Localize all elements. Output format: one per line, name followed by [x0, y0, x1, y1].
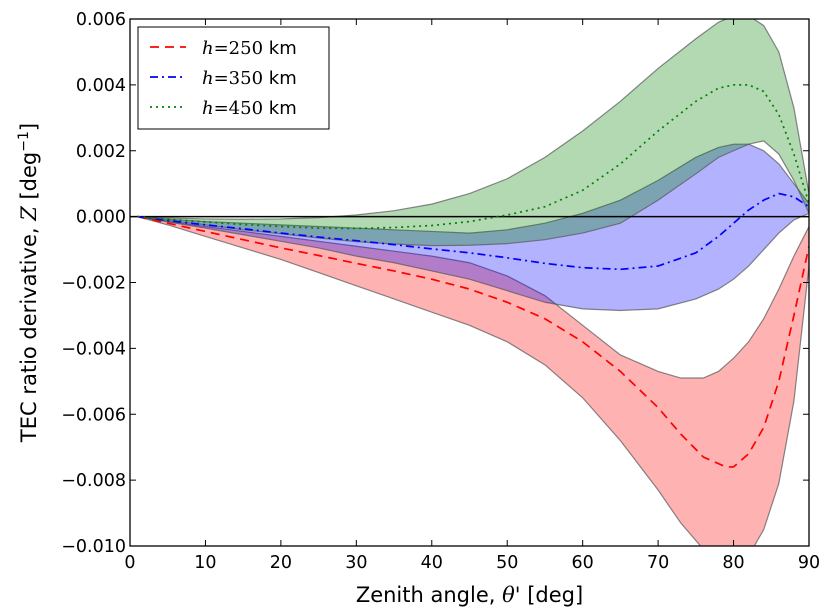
- x-tick-label: 20: [270, 553, 292, 573]
- band-series-2: [137, 143, 809, 312]
- x-tick-label: 50: [496, 553, 518, 573]
- x-tick-label: 0: [124, 553, 135, 573]
- x-tick-label: 40: [421, 553, 443, 573]
- uncertainty-bands: [137, 19, 809, 546]
- x-tick-label: 90: [798, 553, 820, 573]
- y-tick-label: 0.006: [76, 10, 126, 30]
- x-tick-label: 30: [345, 553, 367, 573]
- y-tick-label: 0.000: [76, 208, 126, 228]
- y-tick-label: −0.006: [61, 405, 126, 425]
- y-tick-label: −0.010: [61, 537, 126, 557]
- x-tick-label: 70: [647, 553, 669, 573]
- line-series-2: [137, 192, 809, 271]
- series-lines: [137, 84, 809, 468]
- band-series-3: [137, 19, 809, 247]
- legend-label-3: h=450 km: [202, 98, 297, 119]
- line-series-1: [137, 215, 809, 468]
- y-tick-label: 0.004: [76, 76, 126, 96]
- x-tick-label: 10: [194, 553, 216, 573]
- legend-box: [137, 26, 330, 130]
- x-tick-label: 80: [722, 553, 744, 573]
- y-axis-title: TEC ratio derivative, Z [deg−1]: [16, 123, 41, 443]
- y-tick-label: −0.008: [61, 471, 126, 491]
- x-axis-title: Zenith angle, θ' [deg]: [356, 583, 583, 607]
- line-series-3: [137, 84, 809, 230]
- y-tick-label: −0.004: [61, 339, 126, 359]
- y-tick-label: −0.002: [61, 274, 126, 294]
- legend-label-1: h=250 km: [202, 38, 297, 59]
- x-tick-label: 60: [572, 553, 594, 573]
- band-series-1: [137, 216, 809, 546]
- y-tick-label: 0.002: [76, 142, 126, 162]
- legend: h=250 km h=350 km h=450 km: [137, 26, 330, 130]
- legend-label-2: h=350 km: [202, 68, 297, 89]
- axis-ticks: 0 10 20 30 40 50 60 70 80 90 −0.010 −0.008 −0.006 −0.…: [61, 10, 820, 573]
